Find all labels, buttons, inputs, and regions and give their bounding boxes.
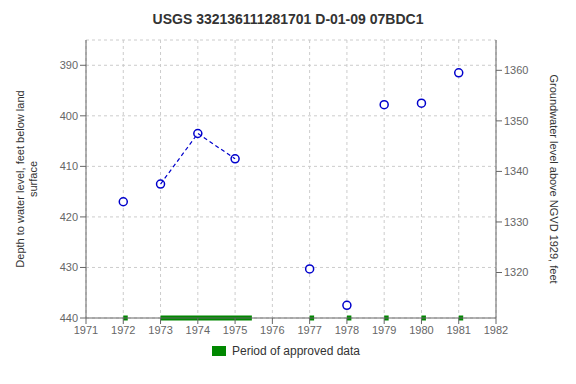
svg-text:390: 390 bbox=[60, 59, 78, 71]
svg-text:1975: 1975 bbox=[223, 324, 247, 336]
svg-text:1350: 1350 bbox=[504, 115, 528, 127]
svg-text:surface: surface bbox=[27, 161, 39, 197]
svg-text:1320: 1320 bbox=[504, 266, 528, 278]
html-text:USGS 332136111281701 D-01-09 0: USGS 332136111281701 D-01-09 07BDC1 bbox=[152, 11, 424, 27]
svg-text:1973: 1973 bbox=[148, 324, 172, 336]
svg-text:1330: 1330 bbox=[504, 216, 528, 228]
svg-text:1360: 1360 bbox=[504, 64, 528, 76]
svg-text:430: 430 bbox=[60, 261, 78, 273]
svg-text:Groundwater level above NGVD 1: Groundwater level above NGVD 1929, feet bbox=[548, 74, 560, 283]
svg-text:1971: 1971 bbox=[74, 324, 98, 336]
svg-text:1982: 1982 bbox=[484, 324, 508, 336]
svg-text:1972: 1972 bbox=[111, 324, 135, 336]
html-text:Period of approved data: Period of approved data bbox=[232, 344, 360, 358]
svg-text:1340: 1340 bbox=[504, 165, 528, 177]
svg-text:400: 400 bbox=[60, 110, 78, 122]
svg-text:1980: 1980 bbox=[409, 324, 433, 336]
svg-text:1974: 1974 bbox=[186, 324, 210, 336]
svg-text:1978: 1978 bbox=[335, 324, 359, 336]
svg-text:440: 440 bbox=[60, 312, 78, 324]
svg-text:410: 410 bbox=[60, 160, 78, 172]
svg-text:Depth to water level, feet bel: Depth to water level, feet below land bbox=[14, 90, 26, 267]
svg-text:1976: 1976 bbox=[260, 324, 284, 336]
svg-text:1977: 1977 bbox=[297, 324, 321, 336]
svg-text:420: 420 bbox=[60, 211, 78, 223]
svg-text:1979: 1979 bbox=[372, 324, 396, 336]
svg-text:1981: 1981 bbox=[446, 324, 470, 336]
